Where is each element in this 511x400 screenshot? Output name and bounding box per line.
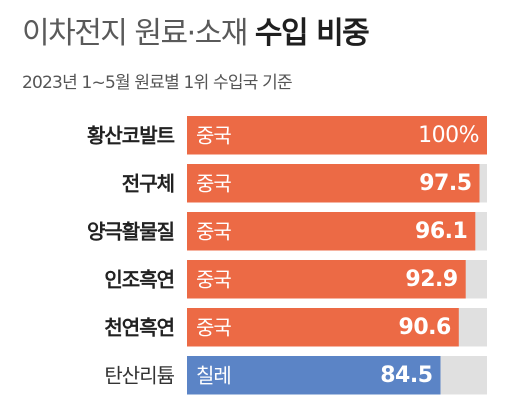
bar (187, 212, 476, 251)
category-label: 탄산리튬 (104, 363, 174, 387)
chart-title-bold: 수입 비중 (254, 16, 370, 51)
data-label: 92.9 (405, 267, 457, 292)
data-label: 100% (418, 123, 479, 148)
category-label: 인조흑연 (104, 267, 174, 291)
country-label: 중국 (196, 267, 231, 291)
category-label: 전구체 (122, 171, 174, 195)
chart-title-regular: 이차전지 원료·소재 (22, 16, 248, 51)
country-label: 중국 (196, 171, 231, 195)
data-label: 84.5 (380, 363, 432, 388)
bar (187, 260, 466, 299)
country-label: 칠레 (196, 363, 231, 387)
country-label: 중국 (196, 315, 231, 339)
category-label: 천연흑연 (104, 315, 174, 339)
country-label: 중국 (196, 123, 231, 147)
category-label: 양극활물질 (87, 219, 174, 243)
data-label: 96.1 (415, 219, 467, 244)
data-label: 90.6 (399, 315, 451, 340)
chart-title: 이차전지 원료·소재 수입 비중 (22, 12, 370, 56)
bar (187, 116, 487, 155)
country-label: 중국 (196, 219, 231, 243)
bar (187, 308, 459, 347)
data-label: 97.5 (419, 171, 471, 196)
chart-subtitle: 2023년 1~5월 원료별 1위 수입국 기준 (22, 73, 293, 93)
bar (187, 356, 441, 395)
category-label: 황산코발트 (87, 123, 175, 147)
bar (187, 164, 480, 203)
